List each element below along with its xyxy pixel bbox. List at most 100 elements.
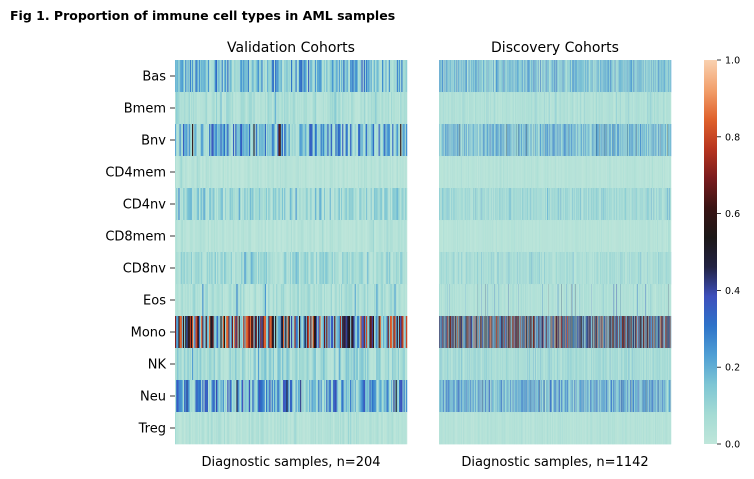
heatmap-cell <box>279 284 282 317</box>
heatmap-cell <box>258 60 260 93</box>
heatmap-cell <box>253 60 255 93</box>
heatmap-cell <box>185 92 187 125</box>
heatmap-cell <box>288 220 291 253</box>
heatmap-cell <box>328 60 330 93</box>
heatmap-cell <box>296 380 299 413</box>
heatmap-cell <box>369 348 371 381</box>
heatmap-cell <box>255 380 258 413</box>
heatmap-cell <box>359 60 361 93</box>
heatmap-cell <box>270 380 272 413</box>
heatmap-cell <box>286 284 288 317</box>
heatmap-cell <box>238 412 241 445</box>
heatmap-cell <box>327 92 329 125</box>
heatmap-cell <box>306 220 309 253</box>
heatmap-cell <box>202 156 204 189</box>
heatmap-cell <box>401 380 403 413</box>
heatmap-cell <box>275 60 277 93</box>
heatmap-cell <box>258 316 260 349</box>
heatmap-row <box>175 252 408 285</box>
heatmap-cell <box>395 220 398 253</box>
heatmap-cell <box>181 188 184 221</box>
heatmap-cell <box>361 284 363 317</box>
heatmap-cell <box>298 156 301 189</box>
heatmap-cell <box>389 60 392 93</box>
heatmap-cell <box>193 60 195 93</box>
heatmap-row <box>175 188 408 221</box>
heatmap-cell <box>308 316 310 349</box>
heatmap-cell <box>318 156 320 189</box>
heatmap-cell <box>176 92 178 125</box>
heatmap-cell <box>278 348 280 381</box>
heatmap-cell <box>220 412 222 445</box>
heatmap-cell <box>403 348 405 381</box>
heatmap-cell <box>396 284 399 317</box>
heatmap-cell <box>190 156 193 189</box>
heatmap-cell <box>176 124 178 157</box>
heatmap-cell <box>314 60 317 93</box>
heatmap-cell <box>361 92 363 125</box>
heatmap-cell <box>240 124 243 157</box>
heatmap-cell <box>180 124 183 157</box>
heatmap-cell <box>219 252 221 285</box>
heatmap-cell <box>254 124 256 157</box>
heatmap-cell <box>361 124 363 157</box>
heatmap-cell <box>327 156 329 189</box>
heatmap-cell <box>238 316 241 349</box>
heatmap-cell <box>263 220 266 253</box>
heatmap-cell <box>230 60 233 93</box>
validation-cells <box>175 60 408 445</box>
heatmap-cell <box>347 220 350 253</box>
heatmap-cell <box>384 92 386 125</box>
heatmap-cell <box>333 380 335 413</box>
heatmap-cell <box>397 284 400 317</box>
heatmap-cell <box>279 316 282 349</box>
heatmap-cell <box>177 284 179 317</box>
row-labels: BasBmemBnvCD4memCD4nvCD8memCD8nvEosMonoN… <box>105 70 175 437</box>
heatmap-cell <box>217 92 219 125</box>
heatmap-cell <box>362 220 365 253</box>
heatmap-cell <box>244 380 246 413</box>
heatmap-cell <box>387 92 390 125</box>
heatmap-cell <box>247 156 250 189</box>
heatmap-cell <box>246 156 249 189</box>
heatmap-row <box>439 124 672 157</box>
heatmap-cell <box>368 220 370 253</box>
heatmap-cell <box>399 92 401 125</box>
heatmap-cell <box>200 348 202 381</box>
heatmap-cell <box>345 412 347 445</box>
heatmap-cell <box>176 284 178 317</box>
heatmap-cell <box>298 124 301 157</box>
heatmap-cell <box>319 92 321 125</box>
heatmap-cell <box>328 380 330 413</box>
heatmap-cell <box>178 316 180 349</box>
heatmap-cell <box>261 220 263 253</box>
heatmap-cell <box>322 188 325 221</box>
heatmap-cell <box>329 188 332 221</box>
heatmap-cell <box>262 124 264 157</box>
heatmap-cell <box>294 252 296 285</box>
heatmap-cell <box>242 252 244 285</box>
heatmap-cell <box>184 92 186 125</box>
heatmap-cell <box>319 124 321 157</box>
heatmap-cell <box>248 220 251 253</box>
heatmap-cell <box>401 92 403 125</box>
heatmap-cell <box>210 316 212 349</box>
heatmap-cell <box>176 156 178 189</box>
heatmap-cell <box>344 60 346 93</box>
heatmap-cell <box>326 92 328 125</box>
heatmap-cell <box>178 252 180 285</box>
heatmap-cell <box>252 380 254 413</box>
heatmap-cell <box>391 124 393 157</box>
heatmap-cell <box>345 348 347 381</box>
heatmap-cell <box>187 60 189 93</box>
heatmap-cell <box>303 220 305 253</box>
heatmap-cell <box>235 124 237 157</box>
heatmap-cell <box>194 380 196 413</box>
heatmap-cell <box>388 316 391 349</box>
heatmap-cell <box>202 412 204 445</box>
heatmap-cell <box>197 220 200 253</box>
heatmap-cell <box>338 156 341 189</box>
heatmap-cell <box>267 252 269 285</box>
heatmap-cell <box>248 284 251 317</box>
heatmap-cell <box>228 156 230 189</box>
